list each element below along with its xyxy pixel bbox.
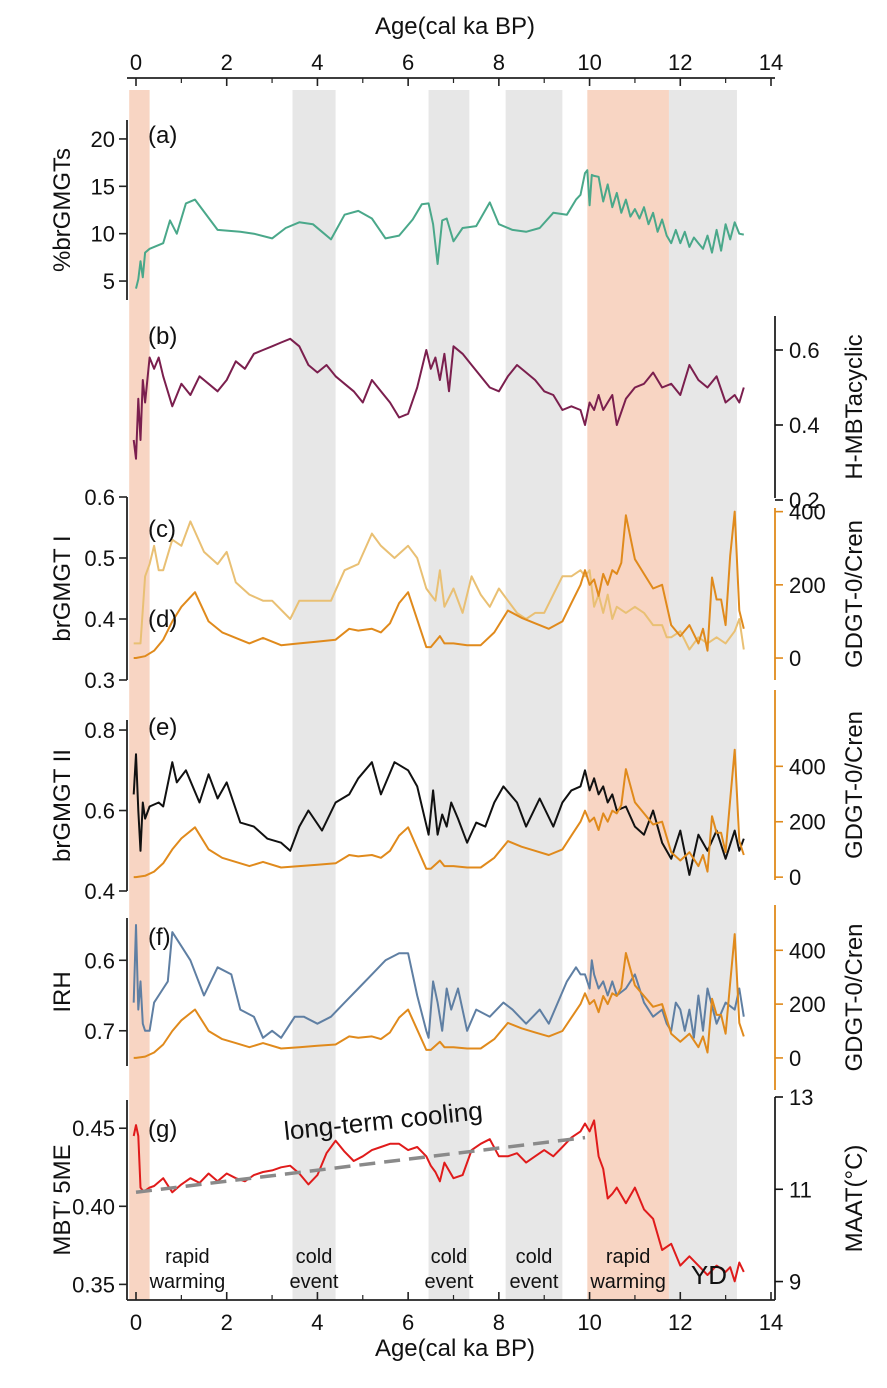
x-tick-label-bottom-7: 14 <box>759 1310 783 1335</box>
y-tick-label-left-cd-3: 0.6 <box>84 485 115 510</box>
x-tick-label-bottom-5: 10 <box>577 1310 601 1335</box>
panel-label-a: (a) <box>148 122 177 149</box>
interval-label-4-0: rapid <box>606 1246 650 1268</box>
y-tick-label-left-cd-0: 0.3 <box>84 668 115 693</box>
axes-layer: Age(cal ka BP) Age(cal ka BP) 0 0 2 2 4 4 6 6 8 8… <box>49 13 868 1362</box>
y-tick-label-left-a-2: 15 <box>91 174 115 199</box>
y-tick-label-right-g-2: 13 <box>789 1085 813 1110</box>
panel-label-f: (f) <box>148 924 171 951</box>
y-tick-label-right-cd-0: 0 <box>789 646 801 671</box>
y-tick-label-right-e-0: 0 <box>789 865 801 890</box>
series-line-e-d <box>133 748 745 879</box>
y-tick-label-left-f-0: 0.6 <box>84 948 115 973</box>
series-line-g-g <box>132 1119 745 1283</box>
shaded-interval-3 <box>505 90 563 1300</box>
interval-label-0-0: rapid <box>165 1246 209 1268</box>
panel-label-b: (b) <box>148 323 177 350</box>
y-axis-title-left-cd: brGMGT I <box>49 535 76 641</box>
y-tick-label-right-f-2: 400 <box>789 938 826 963</box>
x-tick-label-bottom-2: 4 <box>311 1310 323 1335</box>
x-axis-title-bottom: Age(cal ka BP) <box>375 1335 535 1362</box>
panel-label-g: (g) <box>148 1116 177 1143</box>
y-tick-label-left-a-1: 10 <box>91 222 115 247</box>
y-tick-label-left-e-2: 0.8 <box>84 718 115 743</box>
shaded-interval-1 <box>292 90 336 1300</box>
y-axis-title-right-cd: GDGT-0/Cren <box>841 520 868 668</box>
panel-label-e: (e) <box>148 714 177 741</box>
x-tick-label-top-6: 12 <box>668 50 692 75</box>
series-line-cd-d <box>133 510 745 659</box>
y-tick-label-right-cd-1: 200 <box>789 573 826 598</box>
x-tick-label-bottom-6: 12 <box>668 1310 692 1335</box>
interval-label-5: YD <box>691 1260 727 1290</box>
y-tick-label-right-f-0: 0 <box>789 1046 801 1071</box>
y-axis-title-left-a: %brGMGTs <box>49 148 76 272</box>
y-tick-label-left-g-2: 0.45 <box>72 1116 115 1141</box>
y-tick-label-left-g-1: 0.40 <box>72 1194 115 1219</box>
y-tick-label-left-f-1: 0.7 <box>84 1019 115 1044</box>
y-tick-label-left-e-1: 0.6 <box>84 799 115 824</box>
interval-label-1-1: event <box>290 1271 339 1293</box>
series-line-b-b <box>132 337 745 460</box>
y-tick-label-right-b-2: 0.6 <box>789 338 820 363</box>
x-tick-label-bottom-1: 2 <box>221 1310 233 1335</box>
x-tick-label-top-3: 6 <box>402 50 414 75</box>
y-tick-label-right-e-1: 200 <box>789 810 826 835</box>
interval-label-3-0: cold <box>516 1246 553 1268</box>
series-layer <box>132 169 745 1283</box>
y-axis-title-left-f: IRH <box>49 971 76 1012</box>
y-axis-title-left-g: MBT′ 5ME <box>49 1144 76 1255</box>
x-tick-label-top-2: 4 <box>311 50 323 75</box>
y-tick-label-left-g-0: 0.35 <box>72 1272 115 1297</box>
series-line-cd-c <box>133 520 745 651</box>
shaded-intervals <box>129 90 737 1300</box>
y-tick-label-left-cd-2: 0.5 <box>84 546 115 571</box>
y-tick-label-right-e-2: 400 <box>789 754 826 779</box>
y-tick-label-right-g-1: 11 <box>789 1177 812 1202</box>
y-axis-title-left-e: brGMGT II <box>49 749 76 862</box>
x-tick-label-top-1: 2 <box>221 50 233 75</box>
x-tick-label-bottom-3: 6 <box>402 1310 414 1335</box>
x-tick-label-top-5: 10 <box>577 50 601 75</box>
y-tick-label-left-e-0: 0.4 <box>84 879 115 904</box>
shaded-interval-2 <box>428 90 470 1300</box>
interval-label-2-1: event <box>424 1271 473 1293</box>
y-tick-label-left-a-0: 5 <box>103 269 115 294</box>
interval-label-2-0: cold <box>431 1246 468 1268</box>
y-axis-title-right-b: H-MBTacyclic <box>841 334 868 479</box>
series-line-a-a <box>135 169 744 289</box>
y-tick-label-left-a-3: 20 <box>91 127 115 152</box>
panel-label-cd-2: (d) <box>148 606 177 633</box>
y-tick-label-right-g-0: 9 <box>789 1270 801 1295</box>
interval-label-0-1: warming <box>149 1271 226 1293</box>
series-line-e-e <box>132 753 745 876</box>
y-tick-label-left-cd-1: 0.4 <box>84 607 115 632</box>
y-tick-label-right-cd-2: 400 <box>789 500 826 525</box>
y-axis-title-right-f: GDGT-0/Cren <box>841 923 868 1071</box>
interval-label-1-0: cold <box>296 1246 333 1268</box>
y-tick-label-right-b-1: 0.4 <box>789 413 820 438</box>
interval-label-3-1: event <box>510 1271 559 1293</box>
shaded-interval-4 <box>587 90 669 1300</box>
x-tick-label-bottom-0: 0 <box>130 1310 142 1335</box>
y-tick-label-right-f-1: 200 <box>789 992 826 1017</box>
x-tick-label-bottom-4: 8 <box>493 1310 505 1335</box>
panel-label-cd: (c) <box>148 516 176 543</box>
x-tick-label-top-0: 0 <box>130 50 142 75</box>
y-axis-title-right-g: MAAT(°C) <box>841 1145 868 1253</box>
shaded-interval-5 <box>668 90 737 1300</box>
series-line-f-d <box>133 933 745 1059</box>
x-tick-label-top-7: 14 <box>759 50 783 75</box>
x-tick-label-top-4: 8 <box>493 50 505 75</box>
trend-line-g <box>135 1135 586 1194</box>
y-tick-label-right-b-0: 0.2 <box>789 488 820 513</box>
interval-label-4-1: warming <box>589 1271 666 1293</box>
y-axis-title-right-e: GDGT-0/Cren <box>841 711 868 859</box>
x-axis-title-top: Age(cal ka BP) <box>375 13 535 40</box>
